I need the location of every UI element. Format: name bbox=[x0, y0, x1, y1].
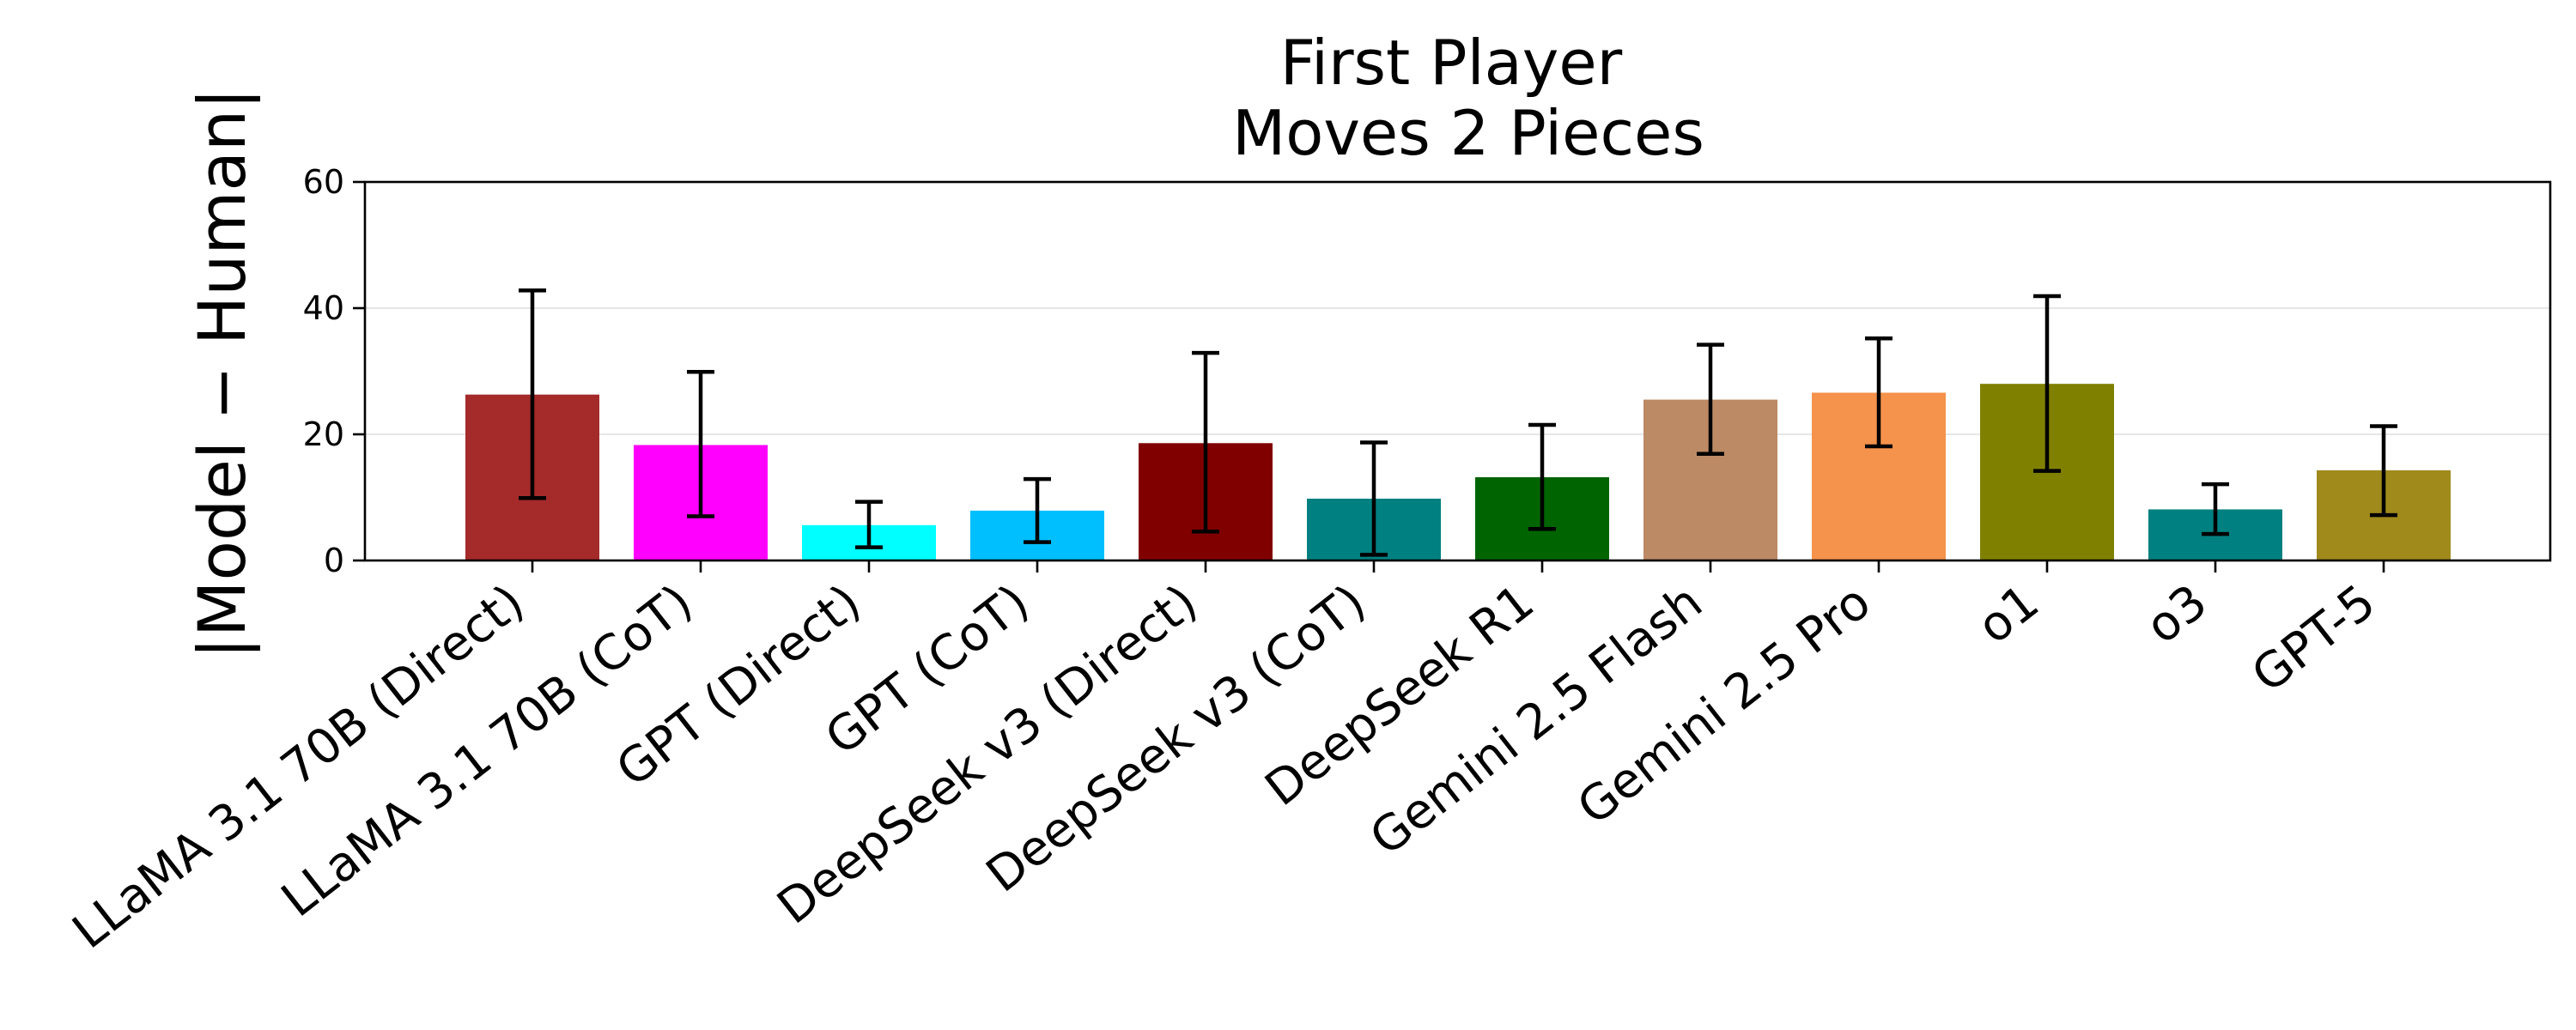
y-tick-label: 20 bbox=[303, 415, 344, 453]
y-tick-label: 60 bbox=[303, 163, 344, 201]
error-bar bbox=[1192, 350, 1219, 534]
x-tick-label: o3 bbox=[2136, 574, 2218, 655]
chart-title-line1: First Player bbox=[1280, 27, 1623, 99]
error-bar bbox=[1528, 422, 1556, 531]
grid-lines bbox=[365, 307, 2550, 435]
x-tick-label: Gemini 2.5 Pro bbox=[1568, 574, 1881, 836]
error-bar bbox=[2202, 482, 2229, 536]
plot-frame bbox=[363, 180, 2552, 562]
error-bars bbox=[519, 288, 2397, 557]
error-bar bbox=[2370, 424, 2397, 518]
x-axis-ticks: LLaMA 3.1 70B (Direct)LLaMA 3.1 70B (CoT… bbox=[63, 560, 2386, 960]
error-bar bbox=[1360, 440, 1388, 557]
x-tick-label: o1 bbox=[1968, 574, 2050, 655]
x-tick-label: GPT-5 bbox=[2242, 574, 2386, 704]
error-bar bbox=[1865, 336, 1893, 449]
bars bbox=[465, 384, 2451, 560]
error-bar bbox=[1697, 342, 1724, 457]
chart-title-line2: Moves 2 Pieces bbox=[1232, 97, 1704, 169]
y-tick-label: 0 bbox=[324, 542, 344, 579]
error-bar bbox=[1024, 476, 1051, 544]
error-bar bbox=[687, 369, 714, 518]
y-tick-label: 40 bbox=[303, 289, 344, 327]
y-axis-ticks: 0 20 40 60 bbox=[303, 163, 365, 579]
y-axis-label: |Model − Human| bbox=[184, 88, 261, 658]
error-bar bbox=[519, 288, 546, 500]
error-bar bbox=[2033, 294, 2061, 473]
error-bar bbox=[855, 500, 883, 549]
